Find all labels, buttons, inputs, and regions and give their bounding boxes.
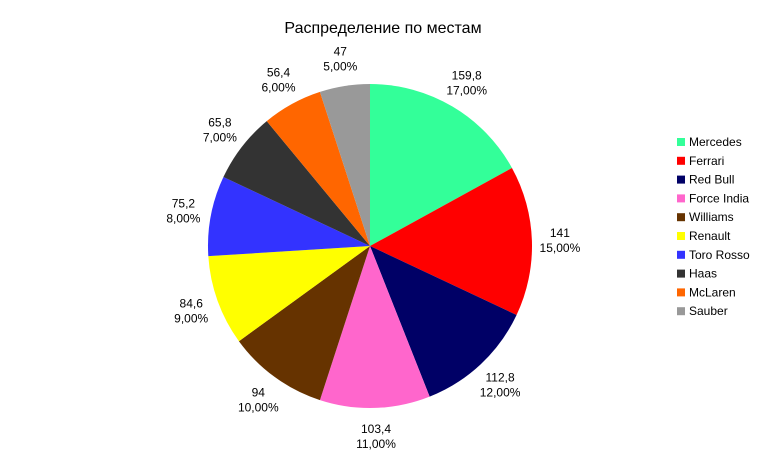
pie-slice-force-india bbox=[319, 246, 430, 408]
legend-label: Renault bbox=[689, 229, 731, 243]
data-label-percent: 6,00% bbox=[261, 81, 295, 95]
chart-title: Распределение по местам bbox=[284, 20, 481, 37]
data-label-percent: 8,00% bbox=[166, 211, 200, 225]
data-label: 84,6 9,00% bbox=[174, 296, 208, 325]
data-label-value: 103,4 bbox=[361, 422, 391, 436]
pie-slice-williams bbox=[238, 246, 370, 401]
data-label-value: 47 bbox=[334, 44, 348, 58]
legend-swatch bbox=[677, 250, 685, 259]
legend-swatch bbox=[677, 269, 685, 278]
pie-slice-haas bbox=[223, 121, 370, 246]
pie-slice-ferrari bbox=[370, 167, 532, 315]
legend-swatch bbox=[677, 175, 685, 184]
legend-swatch bbox=[677, 213, 685, 222]
data-label: 103,4 11,00% bbox=[356, 422, 396, 451]
legend-label: Ferrari bbox=[689, 154, 724, 168]
legend-label: Haas bbox=[689, 267, 717, 281]
data-label-value: 75,2 bbox=[172, 196, 196, 210]
pie-slice-mercedes bbox=[370, 84, 512, 246]
legend-swatch bbox=[677, 307, 685, 316]
data-label: 75,2 8,00% bbox=[166, 196, 200, 225]
data-label: 47 5,00% bbox=[323, 44, 357, 73]
legend-label: McLaren bbox=[689, 285, 736, 299]
pie-slice-toro-rosso bbox=[208, 177, 370, 257]
data-label-percent: 15,00% bbox=[540, 241, 581, 255]
legend-label: Sauber bbox=[689, 304, 728, 318]
data-label: 65,8 7,00% bbox=[203, 116, 237, 145]
data-label: 94 10,00% bbox=[238, 386, 279, 415]
legend-swatch bbox=[677, 138, 685, 146]
data-label: 112,8 12,00% bbox=[480, 371, 521, 400]
data-label-percent: 12,00% bbox=[480, 386, 521, 400]
data-label-value: 112,8 bbox=[486, 371, 515, 385]
data-label-value: 141 bbox=[550, 226, 570, 240]
pie-slice-mclaren bbox=[266, 91, 370, 247]
legend-swatch bbox=[677, 232, 685, 240]
legend-label: Williams bbox=[689, 210, 734, 224]
legend-label: Mercedes bbox=[689, 135, 742, 149]
data-label-value: 159,8 bbox=[452, 69, 482, 83]
legend-swatch bbox=[677, 288, 685, 297]
pie-slices bbox=[208, 84, 532, 408]
data-label-percent: 10,00% bbox=[238, 401, 279, 415]
legend-label: Red Bull bbox=[689, 173, 734, 187]
data-label: 141 15,00% bbox=[540, 226, 581, 255]
data-label-percent: 7,00% bbox=[203, 131, 237, 145]
data-labels: 159,8 17,00% 141 15,00% 112,8 12,00% 103,4 11,0… bbox=[166, 44, 580, 451]
legend-swatch bbox=[677, 194, 685, 203]
legend: Mercedes Ferrari Red Bull Force India Willia… bbox=[677, 135, 750, 318]
legend-label: Toro Rosso bbox=[689, 248, 750, 262]
legend-swatch bbox=[677, 156, 685, 165]
data-label-value: 65,8 bbox=[208, 116, 232, 130]
legend-label: Force India bbox=[689, 191, 749, 205]
pie-slice-renault bbox=[208, 246, 370, 342]
data-label-percent: 9,00% bbox=[174, 311, 208, 325]
data-label-value: 94 bbox=[252, 386, 266, 400]
data-label-value: 84,6 bbox=[180, 296, 204, 310]
data-label: 56,4 6,00% bbox=[261, 66, 295, 95]
pie-slice-sauber bbox=[319, 84, 370, 246]
pie-slice-red-bull bbox=[370, 246, 517, 397]
data-label-percent: 17,00% bbox=[446, 84, 487, 98]
data-label-value: 56,4 bbox=[267, 66, 291, 80]
data-label: 159,8 17,00% bbox=[446, 69, 487, 98]
data-label-percent: 11,00% bbox=[356, 437, 396, 451]
data-label-percent: 5,00% bbox=[323, 59, 357, 73]
